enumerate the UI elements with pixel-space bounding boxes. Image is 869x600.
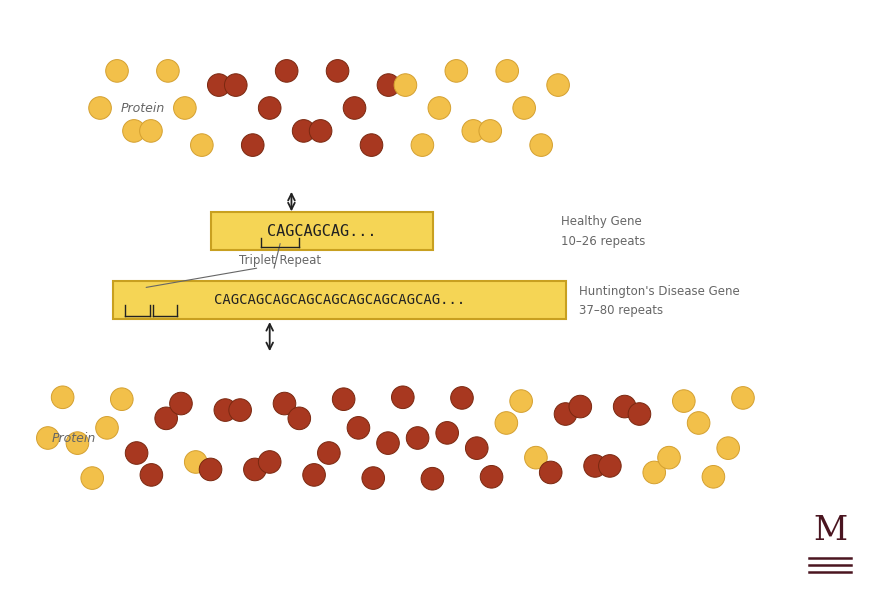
Ellipse shape bbox=[539, 461, 561, 484]
Ellipse shape bbox=[568, 395, 591, 418]
Ellipse shape bbox=[184, 451, 207, 473]
Ellipse shape bbox=[96, 416, 118, 439]
Ellipse shape bbox=[123, 119, 145, 142]
Ellipse shape bbox=[110, 388, 133, 410]
Text: Protein: Protein bbox=[51, 431, 96, 445]
Ellipse shape bbox=[391, 386, 414, 409]
FancyBboxPatch shape bbox=[210, 212, 433, 250]
Ellipse shape bbox=[716, 437, 739, 460]
Ellipse shape bbox=[258, 451, 281, 473]
Ellipse shape bbox=[288, 407, 310, 430]
Ellipse shape bbox=[302, 464, 325, 486]
Ellipse shape bbox=[224, 74, 247, 97]
Ellipse shape bbox=[81, 467, 103, 490]
Ellipse shape bbox=[554, 403, 576, 425]
Ellipse shape bbox=[140, 464, 163, 486]
Text: CAGCAGCAGCAGCAGCAGCAGCAGCAG...: CAGCAGCAGCAGCAGCAGCAGCAGCAG... bbox=[214, 293, 464, 307]
Ellipse shape bbox=[627, 403, 650, 425]
Ellipse shape bbox=[524, 446, 547, 469]
Ellipse shape bbox=[478, 119, 501, 142]
Ellipse shape bbox=[672, 390, 694, 412]
FancyBboxPatch shape bbox=[113, 281, 565, 319]
Ellipse shape bbox=[513, 97, 535, 119]
Ellipse shape bbox=[509, 390, 532, 412]
Ellipse shape bbox=[125, 442, 148, 464]
Ellipse shape bbox=[208, 74, 229, 97]
Ellipse shape bbox=[494, 412, 517, 434]
Ellipse shape bbox=[480, 466, 502, 488]
Ellipse shape bbox=[731, 386, 753, 409]
Ellipse shape bbox=[51, 386, 74, 409]
Text: Healthy Gene: Healthy Gene bbox=[561, 215, 641, 229]
Ellipse shape bbox=[428, 97, 450, 119]
Ellipse shape bbox=[89, 97, 111, 119]
Ellipse shape bbox=[411, 134, 433, 157]
Ellipse shape bbox=[598, 455, 620, 477]
Ellipse shape bbox=[642, 461, 665, 484]
Ellipse shape bbox=[465, 437, 488, 460]
Ellipse shape bbox=[376, 432, 399, 454]
Ellipse shape bbox=[275, 59, 297, 82]
Ellipse shape bbox=[701, 466, 724, 488]
Ellipse shape bbox=[326, 59, 348, 82]
Ellipse shape bbox=[139, 119, 162, 142]
Ellipse shape bbox=[309, 119, 332, 142]
Ellipse shape bbox=[174, 97, 196, 119]
Text: 37–80 repeats: 37–80 repeats bbox=[578, 304, 662, 317]
Ellipse shape bbox=[229, 399, 251, 421]
Ellipse shape bbox=[243, 458, 266, 481]
Ellipse shape bbox=[421, 467, 443, 490]
Ellipse shape bbox=[347, 416, 369, 439]
Text: Triplet Repeat: Triplet Repeat bbox=[239, 254, 321, 267]
Ellipse shape bbox=[241, 134, 264, 157]
Ellipse shape bbox=[190, 134, 213, 157]
Text: 10–26 repeats: 10–26 repeats bbox=[561, 235, 645, 248]
Ellipse shape bbox=[583, 455, 606, 477]
Ellipse shape bbox=[435, 422, 458, 444]
Ellipse shape bbox=[332, 388, 355, 410]
Ellipse shape bbox=[156, 59, 179, 82]
Ellipse shape bbox=[36, 427, 59, 449]
Ellipse shape bbox=[377, 74, 400, 97]
Ellipse shape bbox=[66, 432, 89, 454]
Ellipse shape bbox=[529, 134, 552, 157]
Ellipse shape bbox=[461, 119, 484, 142]
Ellipse shape bbox=[394, 74, 416, 97]
Ellipse shape bbox=[406, 427, 428, 449]
Ellipse shape bbox=[169, 392, 192, 415]
Ellipse shape bbox=[687, 412, 709, 434]
Ellipse shape bbox=[342, 97, 365, 119]
Text: M: M bbox=[813, 515, 847, 547]
Ellipse shape bbox=[199, 458, 222, 481]
Ellipse shape bbox=[657, 446, 680, 469]
Ellipse shape bbox=[292, 119, 315, 142]
Ellipse shape bbox=[106, 59, 129, 82]
Ellipse shape bbox=[547, 74, 568, 97]
Ellipse shape bbox=[495, 59, 518, 82]
Ellipse shape bbox=[613, 395, 635, 418]
Ellipse shape bbox=[258, 97, 281, 119]
Ellipse shape bbox=[362, 467, 384, 490]
Text: CAGCAGCAG...: CAGCAGCAG... bbox=[267, 223, 376, 238]
Ellipse shape bbox=[450, 386, 473, 409]
Ellipse shape bbox=[360, 134, 382, 157]
Text: Huntington's Disease Gene: Huntington's Disease Gene bbox=[578, 284, 739, 298]
Ellipse shape bbox=[444, 59, 468, 82]
Ellipse shape bbox=[155, 407, 177, 430]
Text: Protein: Protein bbox=[121, 101, 165, 115]
Ellipse shape bbox=[214, 399, 236, 421]
Ellipse shape bbox=[317, 442, 340, 464]
Ellipse shape bbox=[273, 392, 295, 415]
